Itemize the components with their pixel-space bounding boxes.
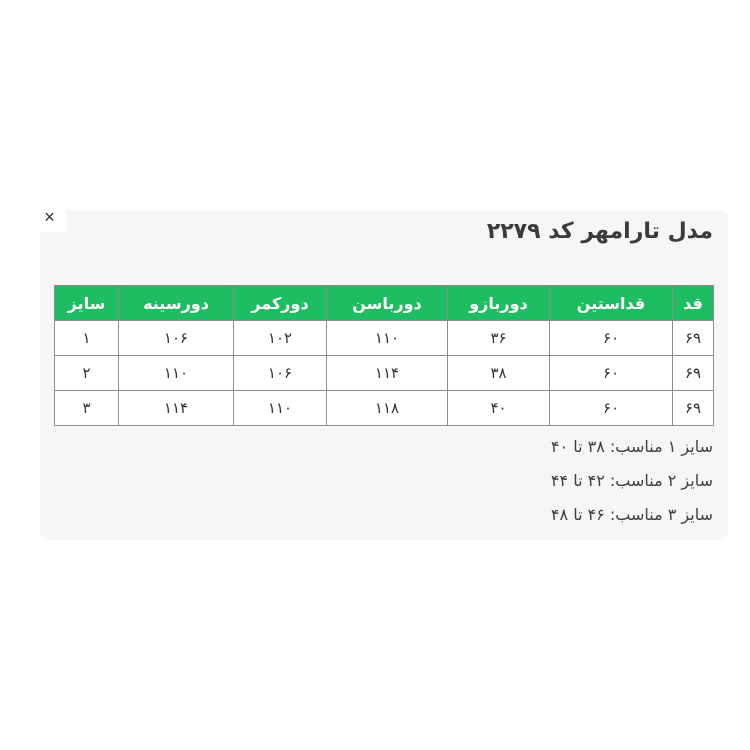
- header-sleeve-length: قداستین: [549, 285, 673, 321]
- cell-arm: ۳۶: [447, 320, 550, 356]
- header-height: قد: [672, 285, 714, 321]
- size-notes: سایز ۱ مناسب: ۳۸ تا ۴۰ سایز ۲ مناسب: ۴۲ …: [551, 430, 713, 532]
- cell-chest: ۱۱۴: [118, 390, 234, 426]
- cell-size: ۱: [54, 320, 119, 356]
- table-row: ۶۹ ۶۰ ۴۰ ۱۱۸ ۱۱۰ ۱۱۴ ۳: [54, 390, 714, 426]
- cell-size: ۳: [54, 390, 119, 426]
- cell-waist: ۱۱۰: [233, 390, 327, 426]
- cell-height: ۶۹: [672, 320, 714, 356]
- cell-sleeve-length: ۶۰: [549, 355, 673, 391]
- cell-sleeve-length: ۶۰: [549, 320, 673, 356]
- header-arm-circumference: دوربازو: [447, 285, 550, 321]
- cell-height: ۶۹: [672, 355, 714, 391]
- cell-height: ۶۹: [672, 390, 714, 426]
- header-waist-circumference: دورکمر: [233, 285, 327, 321]
- size-note-1: سایز ۱ مناسب: ۳۸ تا ۴۰: [550, 437, 713, 456]
- size-note-3: سایز ۳ مناسب: ۴۶ تا ۴۸: [550, 505, 713, 524]
- close-button[interactable]: ×: [33, 201, 66, 232]
- header-hip-circumference: دورباسن: [326, 285, 448, 321]
- table-row: ۶۹ ۶۰ ۳۶ ۱۱۰ ۱۰۲ ۱۰۶ ۱: [54, 320, 714, 356]
- size-table: قد قداستین دوربازو دورباسن دورکمر دورسین…: [54, 285, 714, 426]
- size-note-2: سایز ۲ مناسب: ۴۲ تا ۴۴: [550, 471, 713, 490]
- dialog-title: مدل تارامهر کد ۲۲۷۹: [486, 219, 713, 244]
- cell-arm: ۴۰: [447, 390, 550, 426]
- table-row: ۶۹ ۶۰ ۳۸ ۱۱۴ ۱۰۶ ۱۱۰ ۲: [54, 355, 714, 391]
- cell-chest: ۱۱۰: [118, 355, 234, 391]
- close-icon: ×: [44, 206, 55, 227]
- header-chest-circumference: دورسینه: [118, 285, 234, 321]
- cell-chest: ۱۰۶: [118, 320, 234, 356]
- cell-waist: ۱۰۲: [233, 320, 327, 356]
- table-header-row: قد قداستین دوربازو دورباسن دورکمر دورسین…: [54, 285, 714, 321]
- cell-sleeve-length: ۶۰: [549, 390, 673, 426]
- cell-hip: ۱۱۸: [326, 390, 448, 426]
- cell-arm: ۳۸: [447, 355, 550, 391]
- cell-waist: ۱۰۶: [233, 355, 327, 391]
- cell-hip: ۱۱۴: [326, 355, 448, 391]
- cell-hip: ۱۱۰: [326, 320, 448, 356]
- cell-size: ۲: [54, 355, 119, 391]
- header-size: سایز: [54, 285, 119, 321]
